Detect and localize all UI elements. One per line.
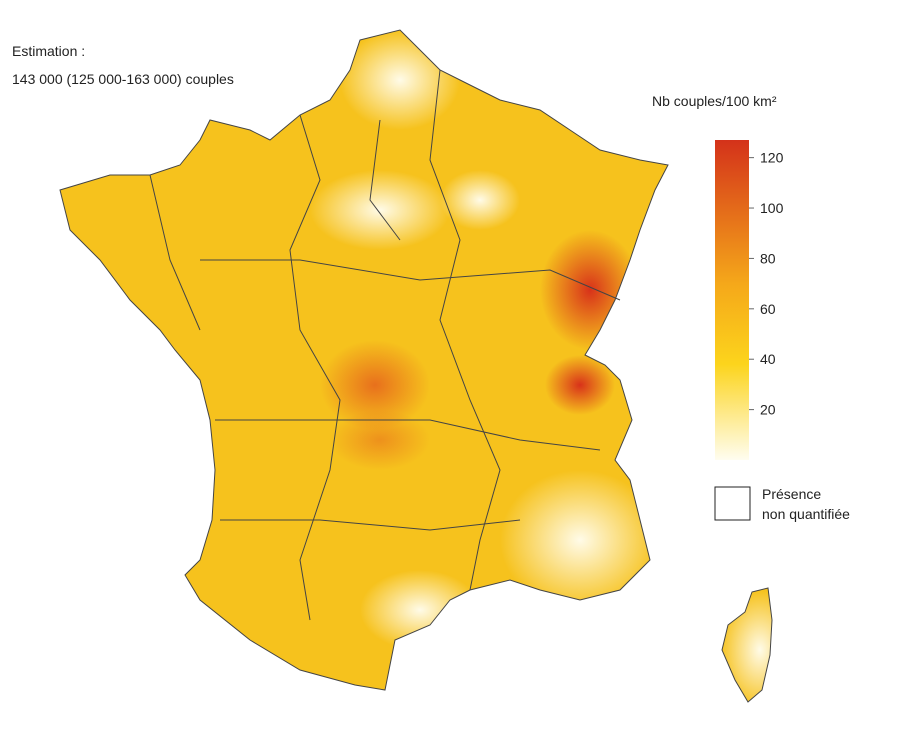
scale-tick-label: 120: [760, 150, 784, 166]
header-line-1: Estimation :: [12, 43, 85, 59]
absent-label-1: Présence: [762, 486, 821, 502]
color-scale: [715, 140, 749, 460]
scale-tick-label: 40: [760, 351, 776, 367]
scale-tick-label: 60: [760, 301, 776, 317]
map-outline: [59, 29, 773, 703]
scale-tick-label: 80: [760, 250, 776, 266]
header-line-2: 143 000 (125 000-163 000) couples: [12, 71, 234, 87]
legend-title: Nb couples/100 km²: [652, 93, 777, 109]
absent-label-2: non quantifiée: [762, 506, 850, 522]
scale-tick-label: 100: [760, 200, 784, 216]
absent-swatch: [714, 486, 751, 521]
scale-tick-label: 20: [760, 402, 776, 418]
